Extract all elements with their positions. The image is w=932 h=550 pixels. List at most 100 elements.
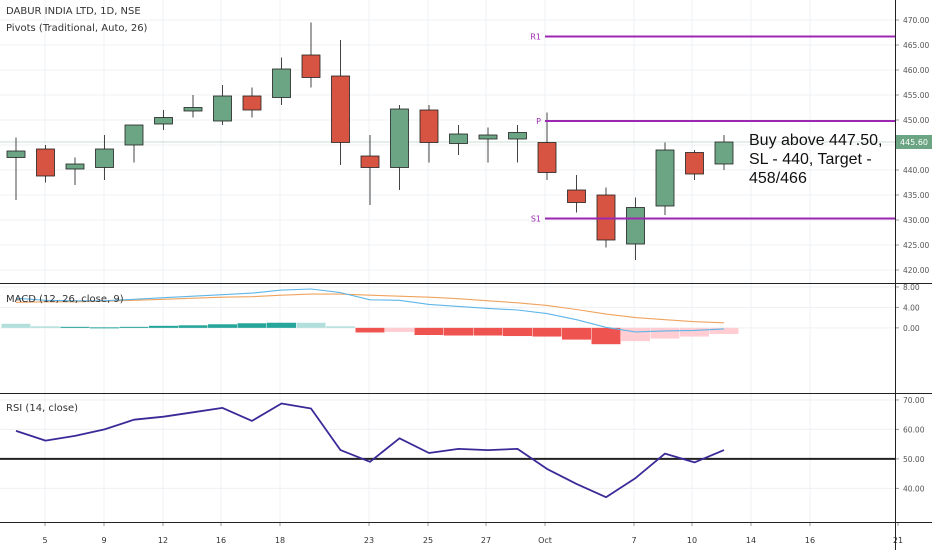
macd-histogram-bar (355, 327, 385, 333)
x-tick-label: 18 (275, 536, 285, 545)
x-tick-label: 7 (631, 536, 636, 545)
macd-histogram-bar (90, 327, 119, 329)
x-tick-label: 10 (687, 536, 697, 545)
candle-body-down (36, 148, 55, 177)
macd-histogram-bar (1, 323, 31, 328)
macd-histogram-bar (473, 327, 503, 336)
rsi-y-tick-label: 60.00 (903, 425, 925, 434)
candle-body-up (65, 163, 85, 170)
pivot-label-r1: R1 (530, 33, 541, 42)
candle (714, 135, 734, 170)
candle-body-down (537, 142, 557, 173)
candle (449, 125, 468, 155)
candle (331, 40, 350, 165)
candle (567, 175, 586, 213)
candle-body-up (6, 150, 26, 158)
candle (360, 135, 380, 205)
candle-body-up (655, 149, 675, 207)
macd-histogram-bar (562, 327, 591, 340)
candle-body-up (213, 95, 232, 122)
candle (183, 95, 203, 118)
candle-body-up (626, 207, 645, 245)
candle-body-up (183, 107, 203, 112)
rsi-y-tick-label: 50.00 (903, 455, 925, 464)
trade-note-line: SL - 440, Target - (749, 151, 872, 168)
macd-y-tick-label: 0.00 (903, 324, 920, 333)
candle-body-up (508, 132, 527, 140)
candle (154, 110, 173, 130)
pivot-label-s1: S1 (531, 215, 541, 224)
candle (685, 150, 704, 180)
candle-body-down (360, 155, 380, 168)
x-tick-label: 9 (101, 536, 106, 545)
trade-note: Buy above 447.50, SL - 440, Target - 458… (749, 131, 882, 188)
candle-body-up (95, 148, 114, 168)
macd-histogram-bar (414, 327, 444, 336)
macd-histogram-bar (149, 325, 178, 328)
grid (0, 0, 895, 522)
price-y-tick-label: 430.00 (903, 216, 929, 225)
x-tick-label: 16 (216, 536, 226, 545)
macd-y-tick-label: 8.00 (903, 283, 920, 292)
last-price-badge (896, 135, 932, 149)
candle (508, 125, 527, 163)
rsi-pane[interactable] (0, 402, 895, 499)
price-y-tick-label: 470.00 (903, 16, 929, 25)
macd-histogram-bar (650, 327, 680, 339)
candle-body-down (567, 189, 586, 203)
rsi-line (15, 402, 725, 499)
x-tick-label: 14 (746, 536, 756, 545)
macd-histogram-bar (680, 327, 709, 337)
rsi-label: RSI (14, close) (6, 403, 79, 414)
price-y-tick-label: 420.00 (903, 266, 929, 275)
candle (124, 124, 144, 163)
price-y-tick-label: 460.00 (903, 66, 929, 75)
price-y-tick-label: 455.00 (903, 91, 929, 100)
macd-histogram-bar (208, 324, 237, 328)
macd-histogram-bar (60, 326, 90, 328)
macd-histogram-bar (532, 327, 562, 337)
candle (6, 137, 26, 200)
candle (537, 112, 557, 180)
pivot-label-p: P (536, 117, 541, 126)
candle (655, 142, 675, 215)
macd-histogram-bar (503, 327, 532, 337)
rsi-y-tick-label: 70.00 (903, 396, 925, 405)
macd-histogram-bar (444, 327, 473, 336)
macd-histogram-bar (296, 322, 326, 328)
macd-y-tick-label: 4.00 (903, 303, 920, 312)
macd-histogram-bar (709, 327, 739, 334)
macd-label: MACD (12, 26, close, 9) (6, 294, 124, 305)
candle-body-down (301, 54, 321, 78)
macd-pane[interactable] (1, 288, 739, 345)
macd-histogram-bar (119, 326, 149, 328)
macd-histogram-bar (178, 325, 208, 328)
x-tick-label: 5 (42, 536, 47, 545)
candle (65, 157, 85, 185)
price-y-tick-label: 425.00 (903, 241, 929, 250)
candle-body-down (419, 109, 439, 143)
trade-note-line: 458/466 (749, 170, 807, 187)
candle (95, 135, 114, 180)
rsi-y-tick-label: 40.00 (903, 484, 925, 493)
candle-body-up (154, 117, 173, 125)
x-tick-label: 12 (158, 536, 168, 545)
candle-body-up (449, 133, 468, 144)
macd-histogram-bar (267, 322, 296, 328)
macd-histogram-bar (385, 327, 414, 332)
price-y-tick-label: 440.00 (903, 166, 929, 175)
candle-body-up (124, 124, 144, 146)
chart-title: DABUR INDIA LTD, 1D, NSE (6, 6, 141, 17)
price-pane[interactable]: R1 P S1 (0, 22, 895, 261)
last-price-badge-label: 445.60 (900, 138, 928, 147)
x-tick-label: 16 (805, 536, 815, 545)
macd-histogram-bar (326, 326, 355, 328)
candle (478, 127, 498, 163)
candle (626, 197, 645, 260)
macd-line (15, 288, 725, 333)
macd-histogram-bar (591, 327, 621, 345)
macd-histogram-bar (31, 326, 60, 328)
x-tick-label: 21 (893, 536, 903, 545)
